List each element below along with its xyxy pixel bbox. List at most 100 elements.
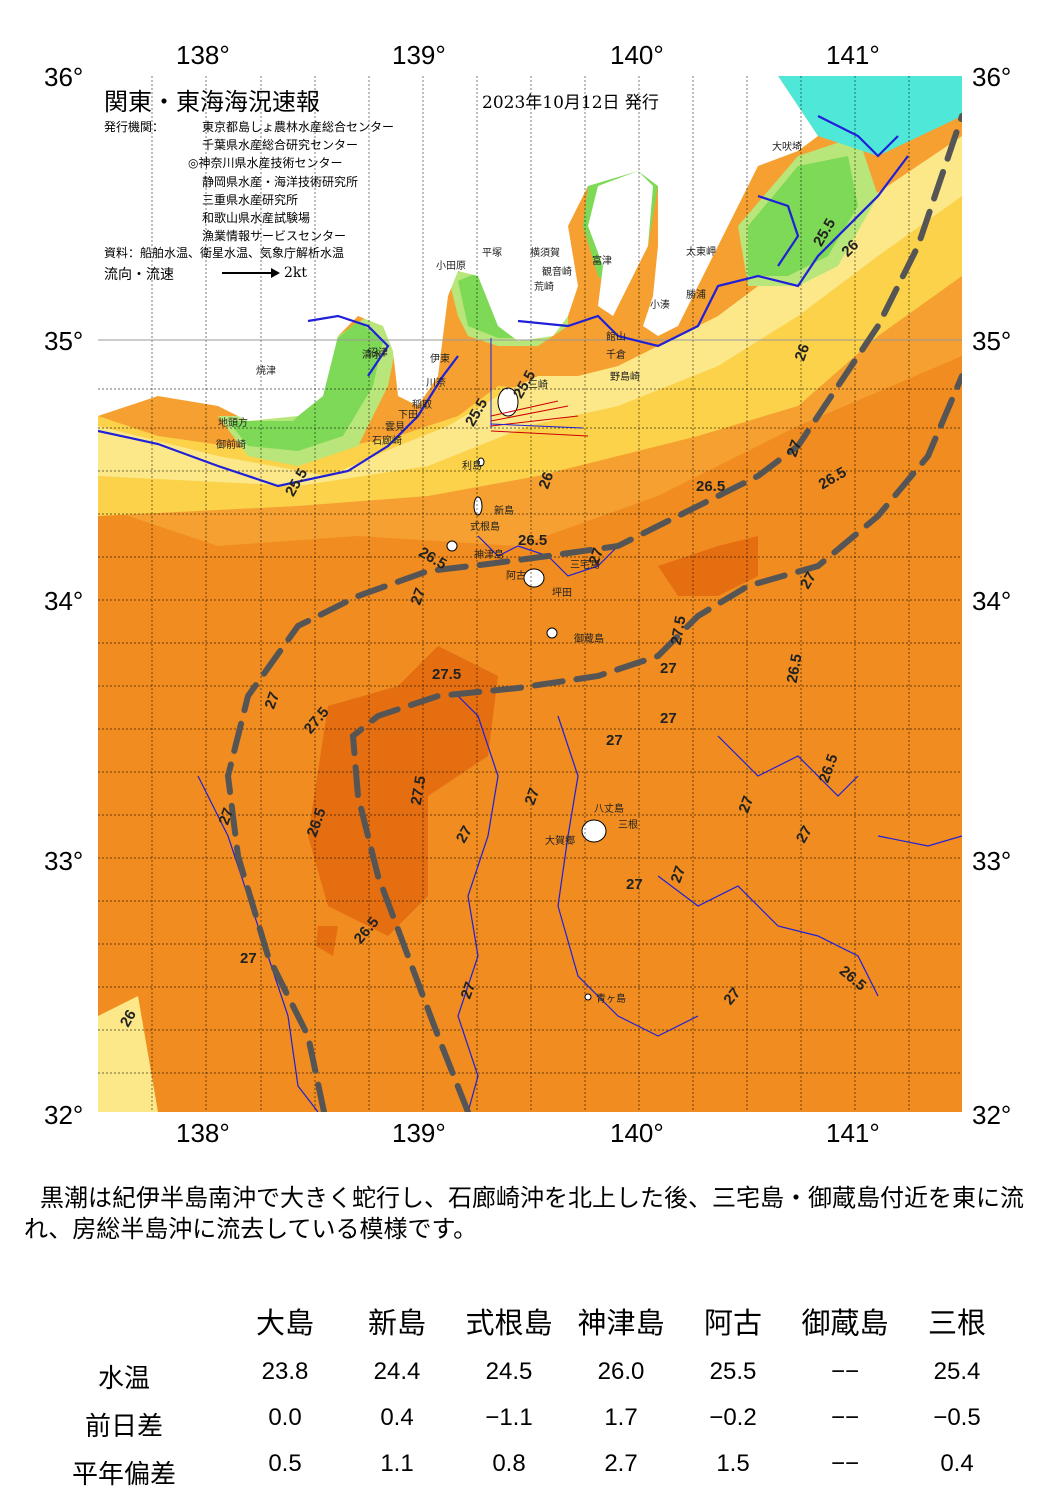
place-label: 富津 — [592, 256, 612, 267]
lon-tick-bottom: 141° — [826, 1118, 880, 1148]
table-cell: 0.0 — [268, 1404, 302, 1431]
island-oshima — [497, 387, 519, 417]
table-cell: 24.5 — [485, 1358, 533, 1385]
lat-tick-right: 32° — [972, 1100, 1012, 1130]
isotherm-label: 27 — [660, 660, 677, 677]
lat-tick-left: 34° — [44, 586, 84, 616]
place-label: 太東岬 — [686, 247, 716, 258]
issuer-name: 東京都島しょ農林水産総合センター — [202, 120, 395, 134]
place-label: 御蔵島 — [574, 634, 604, 645]
table-cell: 26.0 — [597, 1358, 645, 1385]
cold-zone — [748, 156, 858, 276]
table-header: 式根島 — [465, 1306, 553, 1340]
row-label-normal-anomaly: 平年偏差 — [71, 1460, 176, 1490]
place-label: 雲見 — [385, 422, 405, 433]
lat-tick-left: 32° — [44, 1100, 84, 1130]
table-header: 阿古 — [703, 1306, 762, 1340]
table-cell: 0.5 — [268, 1450, 302, 1477]
isotherm-label: 27 — [240, 950, 257, 967]
issuer-name: 漁業情報サービスセンター — [202, 229, 347, 244]
isotherm-label: 27 — [626, 876, 643, 893]
table-header: 御蔵島 — [801, 1306, 889, 1340]
hot-zone — [316, 926, 338, 956]
row-label-water-temp: 水温 — [97, 1364, 150, 1394]
hot-zone — [658, 536, 758, 596]
issuer-name: ◎神奈川県水産技術センター — [188, 156, 343, 171]
table-cell: 1.7 — [604, 1404, 638, 1431]
table-header: 大島 — [255, 1306, 314, 1340]
place-label: 三崎 — [528, 380, 548, 391]
lat-tick-left: 33° — [44, 846, 84, 876]
place-label: 小湊 — [650, 300, 670, 311]
table-cell: 0.4 — [940, 1450, 974, 1477]
place-label: 三根 — [618, 820, 638, 831]
place-label: 三宅島 — [570, 560, 600, 571]
issuer-label: 発行機関： — [104, 120, 165, 134]
table-header: 三根 — [927, 1306, 986, 1340]
place-label: 大賀郷 — [545, 836, 575, 847]
current-vectors — [490, 338, 589, 437]
place-label: 野島崎 — [610, 372, 640, 383]
place-label: 平塚 — [482, 248, 502, 259]
issuer-name: 千葉県水産総合研究センター — [202, 138, 359, 153]
isotherm-lines — [98, 115, 909, 488]
place-label: 八丈島 — [594, 804, 624, 815]
isotherm-label: 26.5 — [696, 478, 726, 495]
table-cell: −0.5 — [933, 1404, 981, 1431]
isotherm-label: 27 — [660, 710, 677, 727]
place-label: 清水 — [362, 350, 382, 361]
issuer-name: 三重県水産研究所 — [202, 192, 299, 207]
place-label: 小田原 — [436, 261, 466, 272]
place-label: 観音崎 — [542, 267, 572, 278]
cool-zone — [98, 136, 962, 486]
sea-temperature-map — [98, 76, 962, 1112]
table-cell: 1.1 — [380, 1450, 414, 1477]
place-label: 横須賀 — [530, 248, 560, 259]
place-label: 式根島 — [470, 522, 500, 533]
land-honshu — [98, 76, 818, 421]
place-label: 稲取 — [412, 400, 432, 411]
cool-zone — [98, 196, 962, 516]
place-label: 千倉 — [606, 350, 626, 361]
cold-zone — [778, 76, 962, 156]
kuroshio-summary: 黒潮は紀伊半島南沖で大きく蛇行し、石廊崎沖を北上した後、三宅島・御蔵島付近を東に… — [24, 1184, 1024, 1243]
table-cell: 24.4 — [373, 1358, 421, 1385]
place-label: 御前崎 — [216, 440, 246, 451]
table-header: 新島 — [367, 1306, 426, 1340]
place-label: 神津島 — [474, 550, 504, 561]
flow-scale-arrow-icon — [222, 268, 280, 278]
table-cell: −1.1 — [485, 1404, 533, 1431]
flow-scale-value: 2kt — [284, 265, 308, 281]
table-header: 神津島 — [577, 1306, 665, 1340]
place-label: 新島 — [494, 506, 514, 517]
island-niijima — [473, 496, 483, 516]
island-miyake — [523, 568, 545, 588]
kuroshio-axis — [224, 113, 962, 1112]
table-cell: −− — [830, 1450, 860, 1477]
cold-zone — [228, 321, 383, 451]
lon-tick-bottom: 139° — [392, 1118, 446, 1148]
island-toshima — [477, 457, 485, 467]
place-label: 坪田 — [552, 588, 572, 599]
table-cell: 2.7 — [604, 1450, 638, 1477]
place-label: 沼津 — [368, 348, 388, 359]
lon-tick-top: 141° — [826, 40, 880, 70]
lat-tick-left: 35° — [44, 326, 84, 356]
island-kozushima — [446, 540, 458, 552]
cool-zone — [98, 996, 158, 1112]
island-mikura — [546, 627, 558, 639]
row-label-daily-diff: 前日差 — [84, 1412, 163, 1442]
table-cell: 0.8 — [492, 1450, 526, 1477]
lon-tick-bottom: 138° — [176, 1118, 230, 1148]
place-label: 下田 — [398, 410, 418, 421]
table-cell: −0.2 — [709, 1404, 757, 1431]
lon-tick-bottom: 140° — [610, 1118, 664, 1148]
issuers-block: 発行機関： 東京都島しょ農林水産総合センター 千葉県水産総合研究センター ◎神奈川… — [104, 118, 394, 245]
lat-tick-right: 36° — [972, 62, 1012, 92]
table-cell: 1.5 — [716, 1450, 750, 1477]
land-boso — [588, 171, 653, 316]
lat-tick-left: 36° — [44, 62, 84, 92]
table-cell: −− — [830, 1404, 860, 1431]
table-cell: 25.4 — [933, 1358, 981, 1385]
hot-zone — [308, 646, 498, 936]
